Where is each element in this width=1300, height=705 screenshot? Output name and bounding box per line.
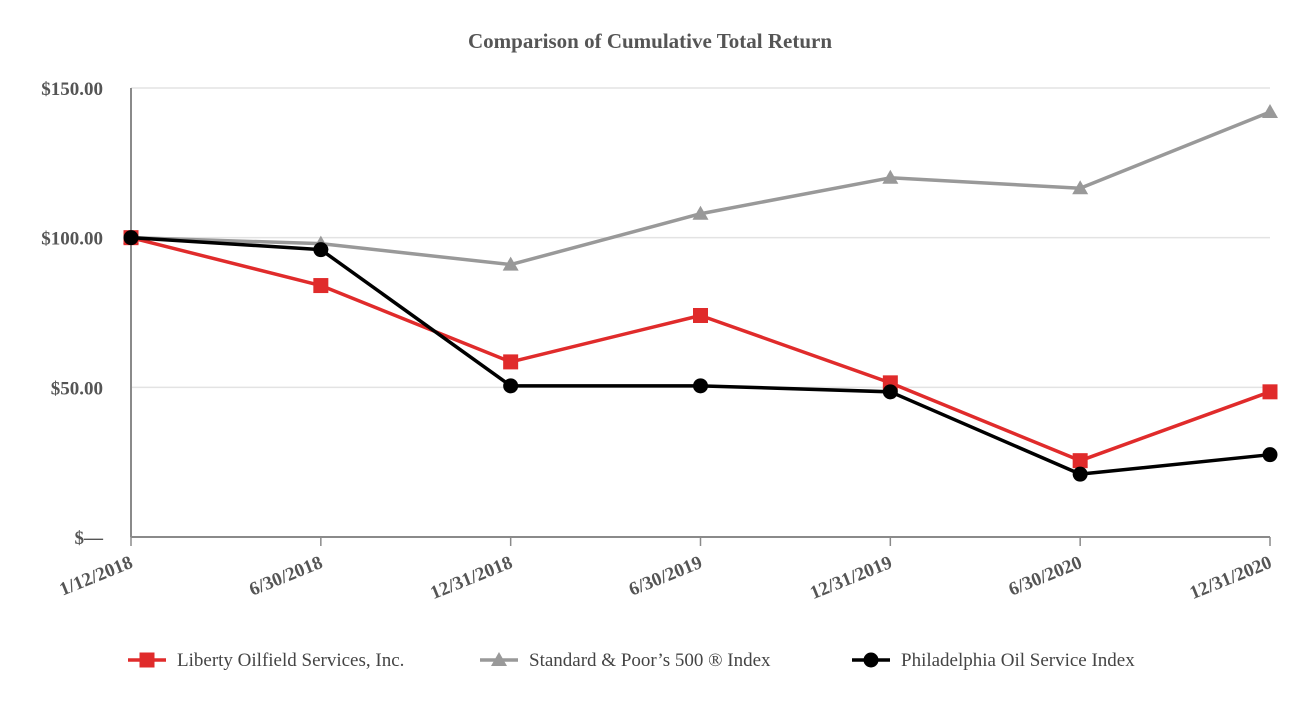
- x-tick-label: 6/30/2020: [1006, 552, 1085, 600]
- data-point: [1262, 103, 1278, 118]
- data-point: [693, 378, 708, 394]
- y-axis-ticks: $— $50.00 $100.00 $150.00: [41, 79, 104, 549]
- y-tick-label: $50.00: [51, 378, 103, 399]
- data-point: [313, 278, 329, 294]
- legend-item: Standard & Poor’s 500 ® Index: [480, 650, 771, 671]
- data-point: [503, 378, 519, 394]
- x-tick-label: 12/31/2020: [1187, 552, 1275, 604]
- data-point: [882, 169, 899, 184]
- y-tick-label: $150.00: [41, 79, 103, 100]
- data-point: [882, 384, 898, 400]
- data-point: [1262, 384, 1278, 400]
- legend-item: Liberty Oilfield Services, Inc.: [128, 650, 404, 671]
- data-point: [503, 354, 519, 370]
- x-tick-label: 12/31/2018: [427, 552, 515, 604]
- x-tick-label: 6/30/2019: [626, 552, 705, 600]
- data-point: [693, 307, 708, 323]
- data-point: [1072, 453, 1088, 469]
- gridlines: [131, 87, 1270, 389]
- series-triangle: [123, 103, 1278, 271]
- series-line: [130, 235, 1271, 476]
- data-point: [502, 256, 519, 271]
- legend-label: Liberty Oilfield Services, Inc.: [177, 650, 404, 671]
- data-point: [123, 230, 139, 246]
- legend-marker: [139, 652, 155, 668]
- data-point: [1072, 180, 1089, 195]
- legend-item: Philadelphia Oil Service Index: [852, 650, 1135, 671]
- y-tick-label: $—: [75, 528, 105, 549]
- chart-title: Comparison of Cumulative Total Return: [468, 29, 832, 53]
- data-point: [1262, 447, 1278, 463]
- x-tick-label: 1/12/2018: [57, 552, 136, 600]
- data-point: [692, 205, 709, 220]
- series-layer: [123, 103, 1278, 482]
- x-tick-label: 12/31/2019: [807, 552, 895, 604]
- series-line: [130, 235, 1271, 463]
- x-tick-label: 6/30/2018: [246, 552, 325, 600]
- legend: Liberty Oilfield Services, Inc. Standard …: [128, 650, 1135, 671]
- series-square: [123, 230, 1278, 469]
- y-tick-label: $100.00: [41, 229, 103, 250]
- axes: [130, 88, 1271, 546]
- legend-marker: [491, 652, 507, 666]
- data-point: [313, 242, 329, 258]
- legend-label: Standard & Poor’s 500 ® Index: [529, 650, 771, 671]
- legend-marker: [863, 652, 879, 668]
- data-point: [1072, 466, 1088, 482]
- x-axis-ticks: 1/12/2018 6/30/2018 12/31/2018 6/30/2019 12/…: [57, 552, 1275, 604]
- legend-label: Philadelphia Oil Service Index: [901, 650, 1135, 671]
- series-line: [130, 110, 1271, 267]
- series-circle: [123, 230, 1278, 482]
